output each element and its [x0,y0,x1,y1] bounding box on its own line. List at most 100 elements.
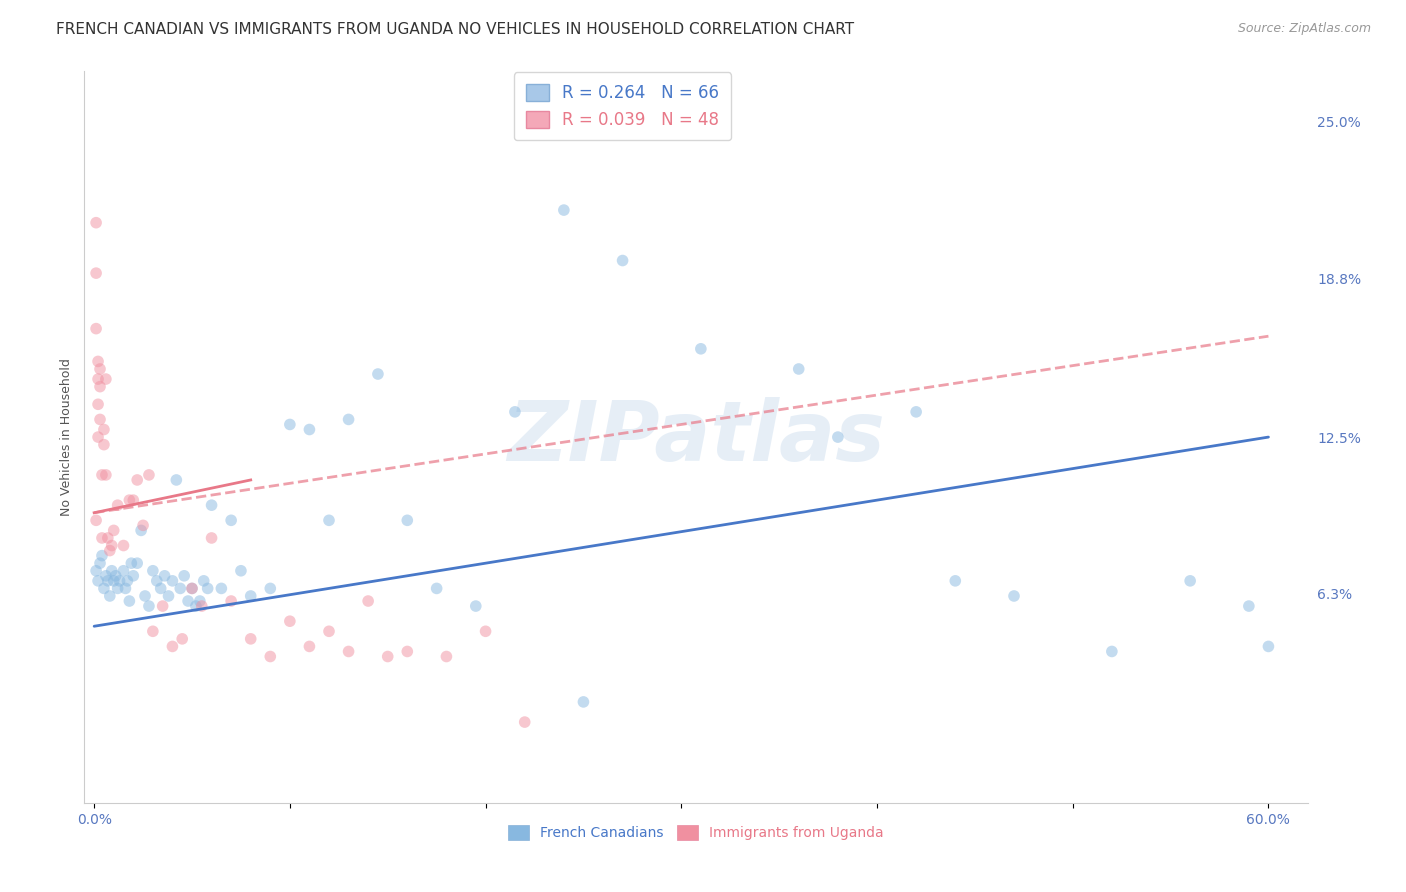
Point [94,372,117,386]
Point [396,513,419,527]
Point [162,574,184,588]
Point [84,216,107,230]
Text: Source: ZipAtlas.com: Source: ZipAtlas.com [1237,22,1371,36]
Point [1178,574,1201,588]
Point [337,412,360,426]
Point [193,574,215,588]
Point [103,574,125,588]
Point [153,569,176,583]
Point [181,582,204,596]
Point [104,569,127,583]
Point [107,582,129,596]
Point [173,569,195,583]
Point [219,594,242,608]
Point [93,582,115,596]
Point [503,405,526,419]
Point [114,582,136,596]
Point [165,473,187,487]
Point [134,589,156,603]
Point [91,467,114,482]
Point [464,599,486,613]
Point [157,589,180,603]
Point [89,556,111,570]
Point [100,539,122,553]
Point [181,582,204,596]
Point [91,549,114,563]
Point [132,518,155,533]
Point [572,695,595,709]
Point [553,203,575,218]
Point [149,582,172,596]
Point [1002,589,1025,603]
Point [318,513,340,527]
Point [103,524,125,538]
Point [278,417,301,432]
Point [98,543,121,558]
Point [1257,640,1279,654]
Point [87,354,110,368]
Point [943,574,966,588]
Point [239,589,262,603]
Point [87,430,110,444]
Point [259,582,281,596]
Point [1237,599,1260,613]
Point [122,493,145,508]
Point [117,574,139,588]
Point [94,569,117,583]
Point [318,624,340,639]
Point [426,582,449,596]
Point [118,493,141,508]
Point [122,569,145,583]
Point [91,531,114,545]
Point [827,430,849,444]
Point [112,539,135,553]
Point [93,423,115,437]
Point [229,564,252,578]
Point [97,574,120,588]
Point [87,574,110,588]
Y-axis label: No Vehicles in Household: No Vehicles in Household [60,359,73,516]
Point [87,372,110,386]
Point [188,594,211,608]
Point [209,582,232,596]
Text: FRENCH CANADIAN VS IMMIGRANTS FROM UGANDA NO VEHICLES IN HOUSEHOLD CORRELATION C: FRENCH CANADIAN VS IMMIGRANTS FROM UGAND… [56,22,855,37]
Point [142,564,165,578]
Point [87,397,110,411]
Point [127,473,149,487]
Point [138,467,160,482]
Point [98,589,121,603]
Point [474,624,496,639]
Point [162,640,184,654]
Point [612,253,634,268]
Point [142,624,165,639]
Point [118,594,141,608]
Point [107,498,129,512]
Point [219,513,242,527]
Point [184,599,207,613]
Point [396,644,419,658]
Point [1101,644,1123,658]
Point [191,599,214,613]
Point [905,405,928,419]
Point [120,556,142,570]
Point [89,362,111,376]
Point [108,574,131,588]
Point [84,513,107,527]
Point [689,342,711,356]
Point [129,524,152,538]
Point [127,556,149,570]
Point [239,632,262,646]
Point [169,582,191,596]
Point [84,266,107,280]
Point [100,564,122,578]
Point [377,649,399,664]
Point [97,531,120,545]
Point [172,632,194,646]
Legend: French Canadians, Immigrants from Uganda: French Canadians, Immigrants from Uganda [501,818,891,847]
Point [200,498,222,512]
Point [278,614,301,628]
Point [436,649,458,664]
Point [197,582,219,596]
Point [93,437,115,451]
Point [787,362,810,376]
